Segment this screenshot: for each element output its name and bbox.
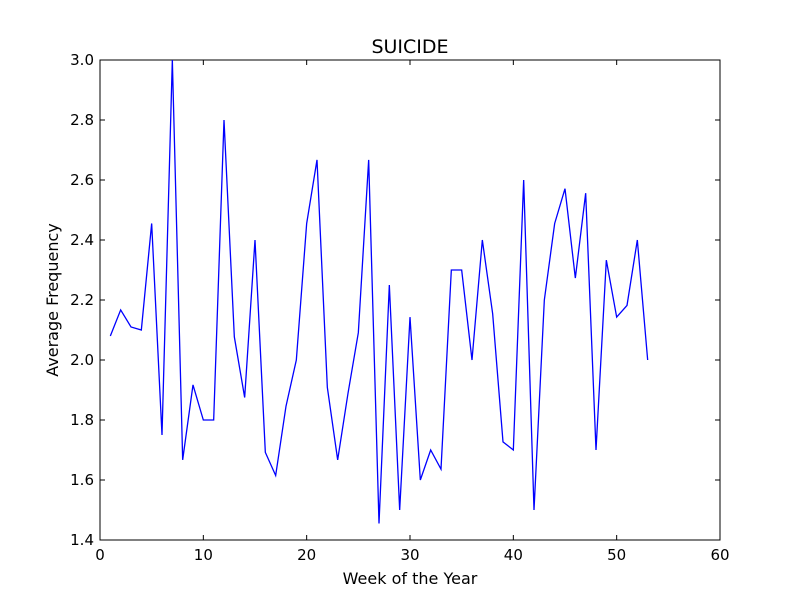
y-tick-label: 3.0 [70,51,94,69]
series-line [109,59,649,524]
x-tick-label: 50 [607,546,626,564]
x-tick-label: 0 [95,546,105,564]
x-tick-label: 30 [400,546,419,564]
chart-title: SUICIDE [371,36,448,58]
y-tick-label: 2.8 [70,111,94,129]
x-axis: 0 10 20 30 40 50 60 [95,60,730,564]
y-tick-label: 1.6 [70,471,94,489]
x-axis-label: Week of the Year [343,569,478,588]
y-tick-label: 2.4 [70,231,94,249]
x-tick-label: 60 [710,546,729,564]
y-tick-label: 1.4 [70,531,94,549]
y-tick-label: 1.8 [70,411,94,429]
x-tick-label: 20 [297,546,316,564]
plot-frame [99,59,721,541]
x-tick-label: 10 [194,546,213,564]
y-axis-label: Average Frequency [43,223,62,376]
y-axis: 1.4 1.6 1.8 2.0 2.2 2.4 2.6 2.8 3.0 [70,51,720,549]
y-tick-label: 2.0 [70,351,94,369]
y-tick-label: 2.6 [70,171,94,189]
y-tick-label: 2.2 [70,291,94,309]
x-tick-label: 40 [504,546,523,564]
